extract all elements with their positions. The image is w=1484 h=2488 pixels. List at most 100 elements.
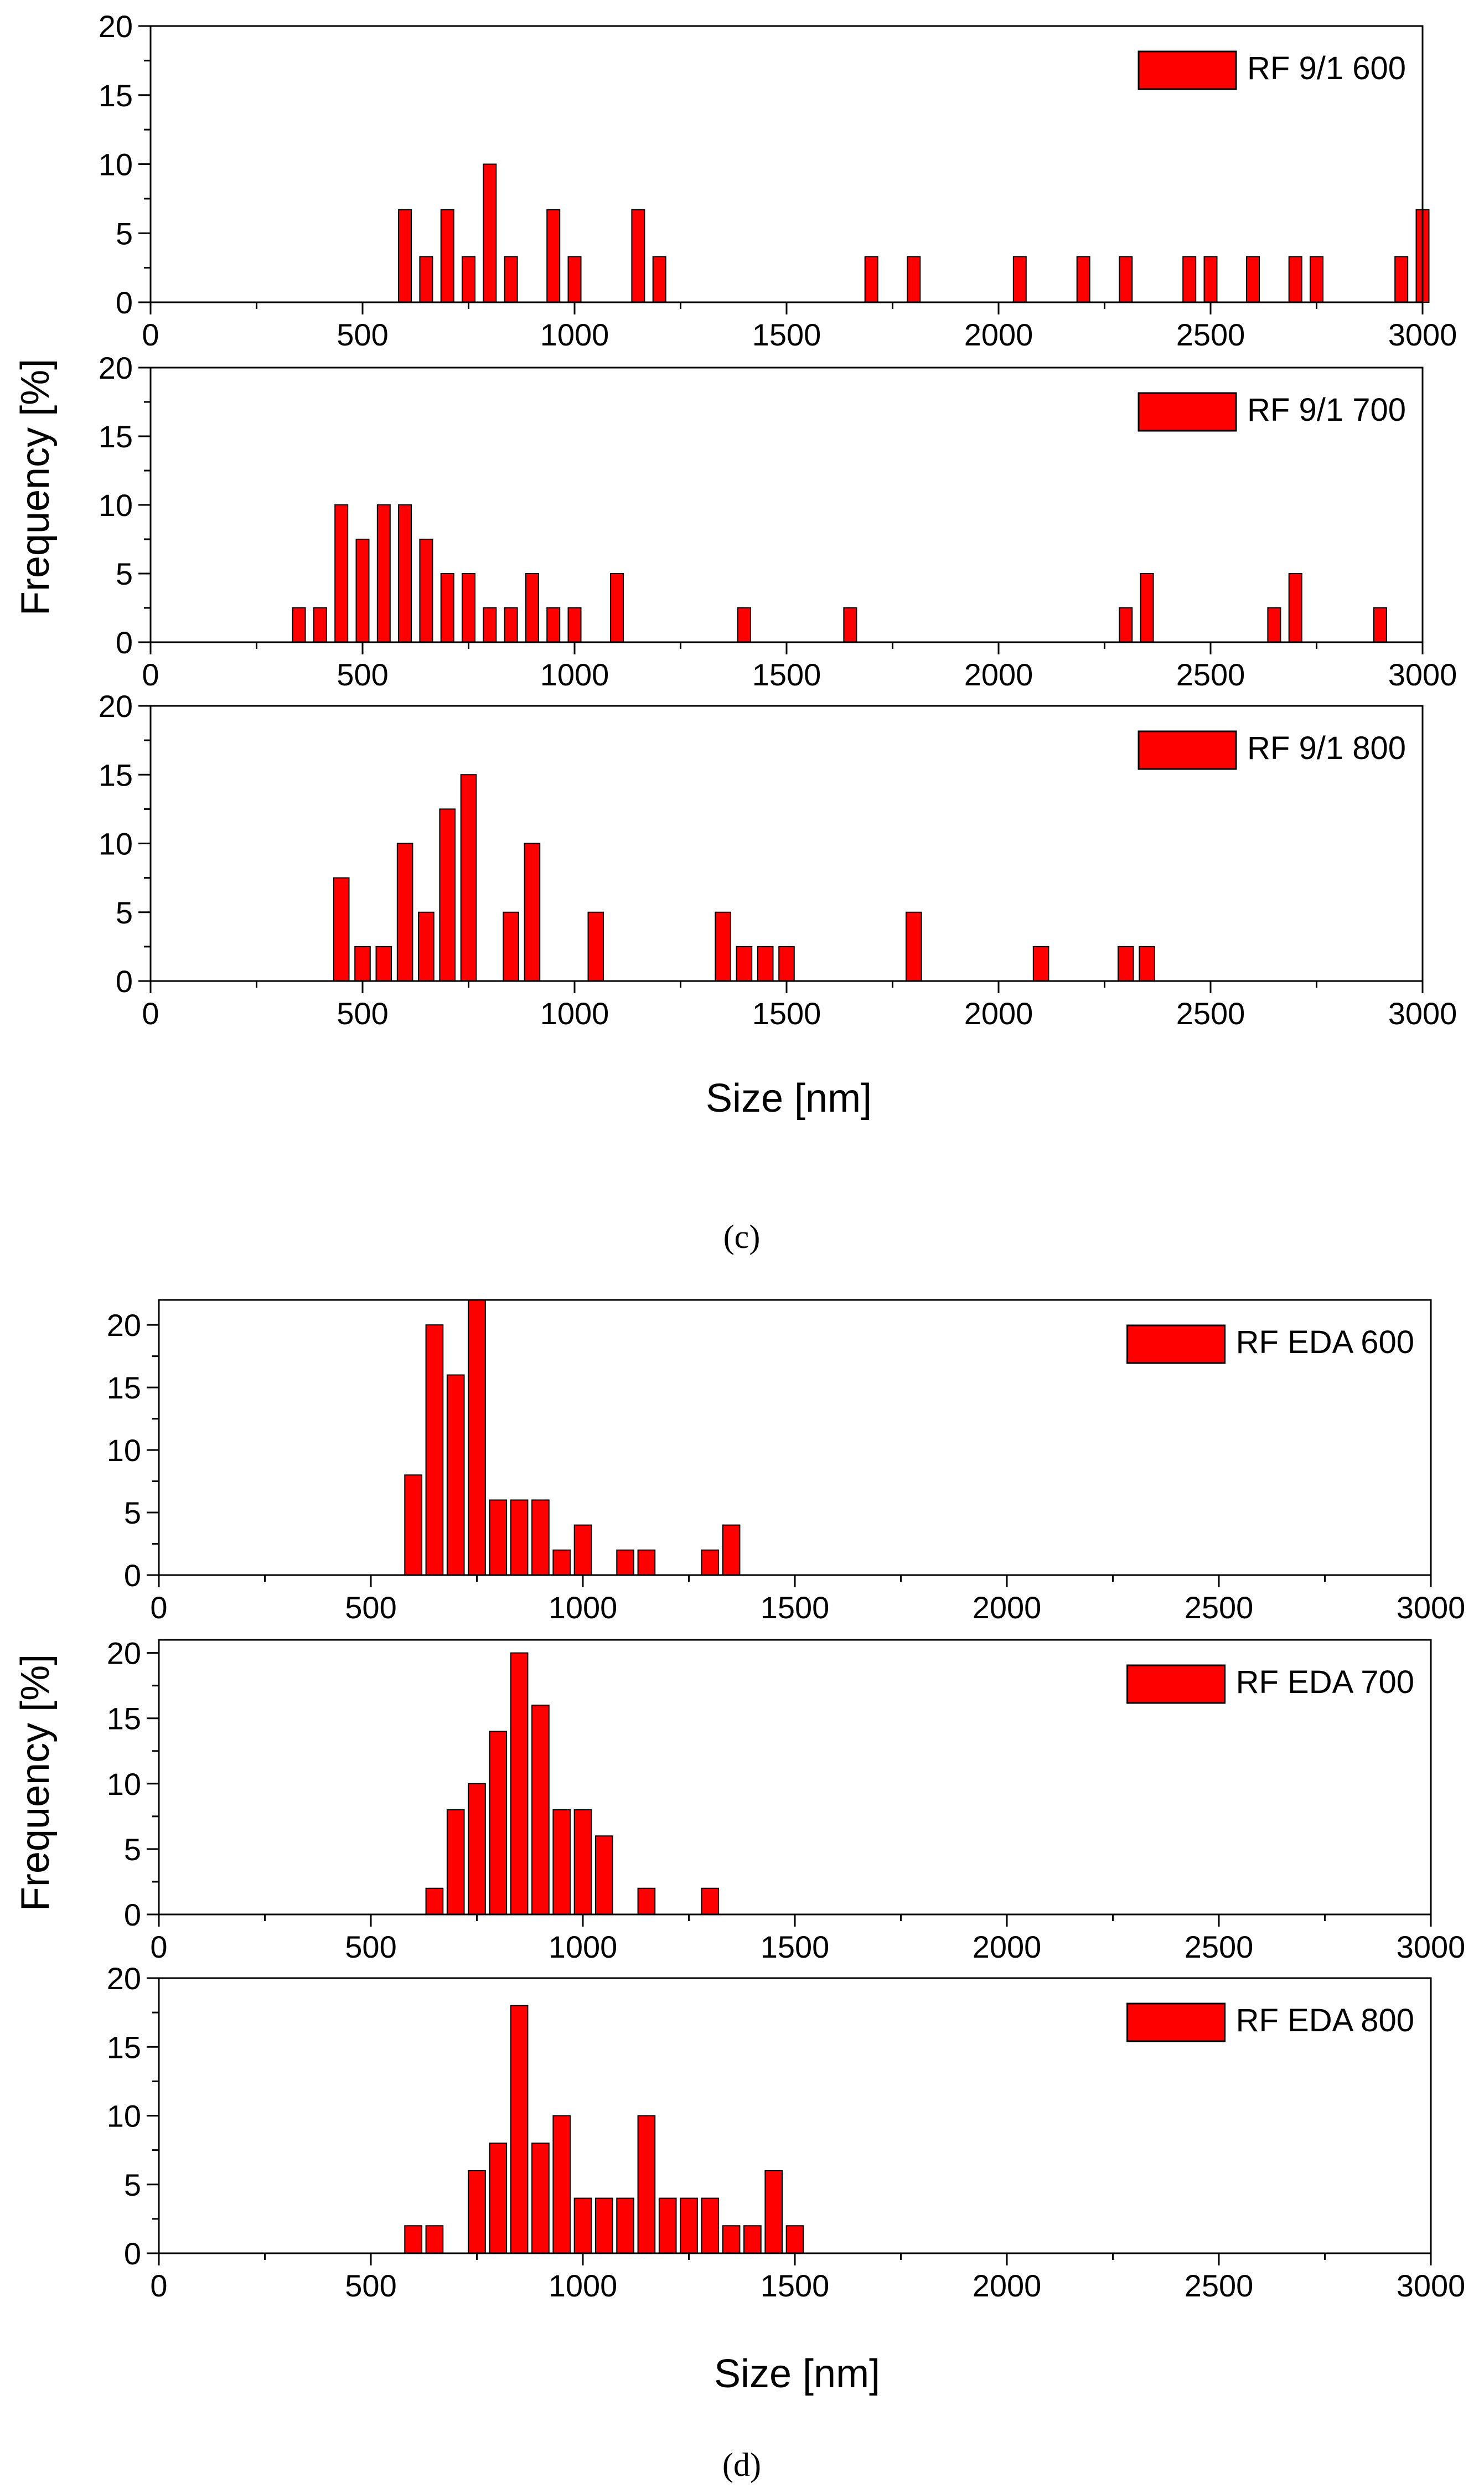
histogram-bar xyxy=(425,1887,444,1916)
legend-swatch xyxy=(1137,392,1237,432)
histogram-bar xyxy=(504,607,518,643)
legend-swatch xyxy=(1137,730,1237,770)
x-tick-label: 1000 xyxy=(549,1590,618,1625)
histogram-bar xyxy=(701,1549,720,1576)
y-tick-label: 15 xyxy=(107,2030,141,2064)
histogram-bar xyxy=(567,256,582,303)
histogram-bar xyxy=(375,946,392,982)
x-tick-label: 0 xyxy=(142,317,159,352)
x-tick-label: 2000 xyxy=(973,1590,1042,1625)
histogram-bar xyxy=(468,1783,486,1916)
histogram-bar xyxy=(715,911,731,982)
x-tick-label: 3000 xyxy=(1388,317,1457,352)
histogram-bar xyxy=(1288,256,1302,303)
x-tick-label: 500 xyxy=(337,996,388,1031)
y-tick-label: 0 xyxy=(116,964,133,999)
histogram-bar xyxy=(907,256,921,303)
x-tick-label: 1000 xyxy=(540,317,609,352)
histogram-bar xyxy=(552,1549,571,1576)
legend-label: RF 9/1 600 xyxy=(1247,50,1406,86)
x-tick-label: 500 xyxy=(337,657,388,692)
legend-label: RF EDA 600 xyxy=(1236,1324,1414,1360)
y-tick-label: 10 xyxy=(107,1767,141,1802)
histogram-bar xyxy=(722,1524,741,1576)
histogram-bar xyxy=(552,2115,571,2254)
histogram-bar xyxy=(292,607,306,643)
histogram-bar xyxy=(785,2225,804,2254)
caption-c: (c) xyxy=(723,1219,761,1255)
histogram-bar xyxy=(460,774,477,982)
histogram-bar xyxy=(1032,946,1049,982)
x-tick-label: 2000 xyxy=(964,996,1033,1031)
histogram-bar xyxy=(1139,946,1155,982)
histogram-bar xyxy=(573,1809,592,1915)
histogram-bar xyxy=(680,2197,698,2254)
histogram-bar xyxy=(418,911,435,982)
histogram-panel: 0 500 1000 1500 2000 2500 3000 0 5 10 15 20 RF 9/1 7… xyxy=(99,350,1457,692)
histogram-bar xyxy=(446,1809,465,1915)
ylabel-c: Frequency [%] xyxy=(13,359,58,616)
x-tick-label: 1500 xyxy=(761,2268,830,2303)
y-tick-label: 20 xyxy=(107,1308,141,1343)
histogram-bar xyxy=(419,256,433,303)
x-tick-label: 0 xyxy=(142,657,159,692)
x-tick-label: 3000 xyxy=(1388,657,1457,692)
histogram-bar xyxy=(736,946,753,982)
histogram-bar xyxy=(419,539,433,643)
legend: RF EDA 600 xyxy=(1126,1324,1414,1364)
histogram-bar xyxy=(1203,256,1218,303)
histogram-bar xyxy=(313,607,327,643)
histogram-bar xyxy=(778,946,795,982)
x-tick-label: 2500 xyxy=(1176,996,1245,1031)
histogram-bar xyxy=(446,1374,465,1576)
histogram-bar xyxy=(552,1809,571,1915)
y-tick-label: 20 xyxy=(99,350,133,385)
histogram-panel: 0 500 1000 1500 2000 2500 3000 0 5 10 15 20 RF EDA 6… xyxy=(107,1299,1465,1625)
histogram-bar xyxy=(594,2197,613,2254)
histogram-bar xyxy=(468,2170,486,2254)
histogram-bar xyxy=(1119,256,1133,303)
legend-swatch xyxy=(1126,1324,1226,1364)
histogram-bar xyxy=(546,607,561,643)
histogram-bar xyxy=(525,573,539,643)
x-tick-label: 500 xyxy=(337,317,388,352)
histogram-bar xyxy=(722,2225,741,2254)
y-tick-label: 0 xyxy=(124,1897,141,1932)
histogram-bar xyxy=(376,504,391,643)
histogram-bar xyxy=(439,808,456,982)
x-tick-label: 2000 xyxy=(973,2268,1042,2303)
histogram-bar xyxy=(398,504,412,643)
histogram-bar xyxy=(864,256,878,303)
histogram-bar xyxy=(355,539,370,643)
legend: RF 9/1 800 xyxy=(1137,730,1406,770)
x-tick-label: 500 xyxy=(345,1929,396,1964)
histogram-bar xyxy=(658,2197,677,2254)
histogram-bar xyxy=(504,256,518,303)
legend: RF EDA 800 xyxy=(1126,2002,1414,2042)
y-tick-label: 10 xyxy=(99,488,133,523)
y-tick-label: 5 xyxy=(116,216,133,251)
histogram-bar xyxy=(764,2170,783,2254)
y-tick-label: 10 xyxy=(99,147,133,182)
histogram-bar xyxy=(398,209,412,303)
histogram-bar xyxy=(1373,607,1387,643)
y-tick-label: 20 xyxy=(107,1961,141,1996)
x-tick-label: 1000 xyxy=(540,996,609,1031)
x-tick-label: 2000 xyxy=(964,657,1033,692)
legend: RF 9/1 700 xyxy=(1137,392,1406,432)
legend: RF EDA 700 xyxy=(1126,1664,1414,1704)
histogram-bar xyxy=(546,209,561,303)
histogram-bar xyxy=(573,2197,592,2254)
x-tick-label: 0 xyxy=(150,2268,167,2303)
histogram-bar xyxy=(440,209,454,303)
ylabel-d: Frequency [%] xyxy=(13,1654,58,1911)
x-tick-label: 2500 xyxy=(1185,1929,1254,1964)
histogram-bar xyxy=(531,1499,550,1576)
histogram-bar xyxy=(1246,256,1260,303)
y-tick-label: 5 xyxy=(124,1832,141,1867)
histogram-bar xyxy=(404,1474,422,1576)
histogram-bar xyxy=(743,2225,762,2254)
y-tick-label: 20 xyxy=(99,9,133,44)
x-tick-label: 1500 xyxy=(752,317,821,352)
